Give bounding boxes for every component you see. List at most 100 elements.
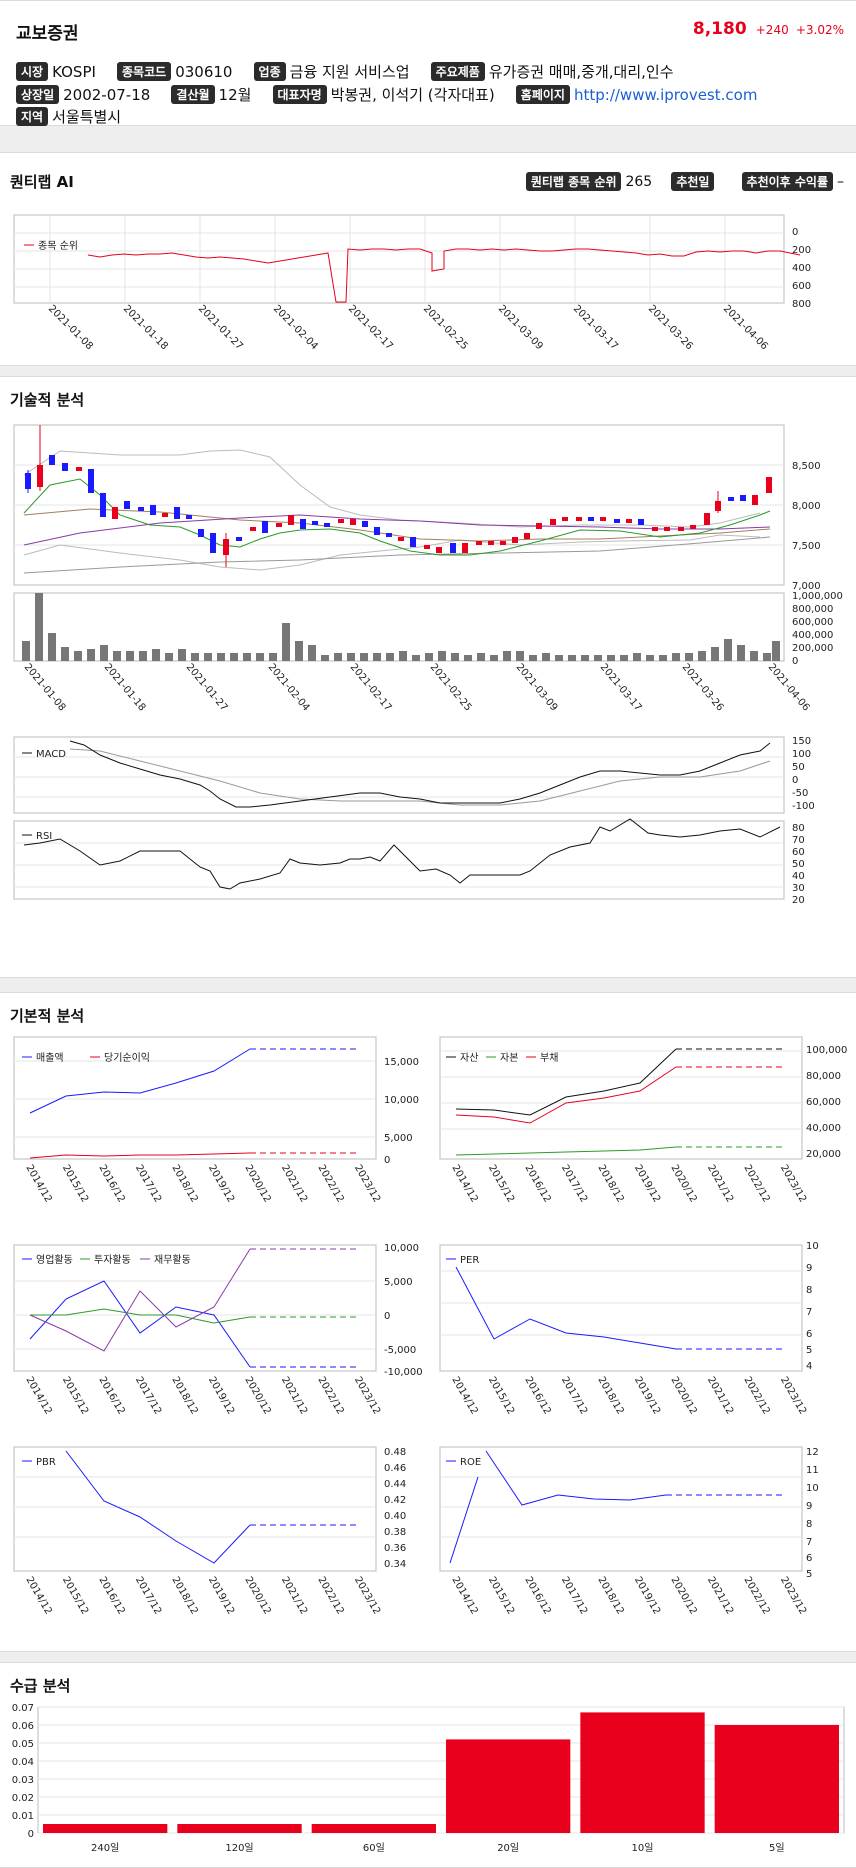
svg-text:8: 8 <box>806 1285 812 1296</box>
year-label: 2016/12 <box>522 1375 552 1416</box>
year-label: 2017/12 <box>559 1163 589 1204</box>
supply-category-label: 5일 <box>769 1842 785 1854</box>
svg-text:0: 0 <box>384 1311 390 1322</box>
supply-y-tick: 0.07 <box>12 1703 34 1714</box>
ma-long <box>23 536 771 574</box>
supply-category-label: 20일 <box>497 1842 519 1854</box>
year-label: 2023/12 <box>778 1575 808 1616</box>
supply-y-tick: 0.06 <box>12 1721 34 1732</box>
svg-text:2021-02-25: 2021-02-25 <box>421 303 470 352</box>
svg-text:매출액: 매출액 <box>36 1052 64 1064</box>
svg-text:8,000: 8,000 <box>792 501 821 512</box>
fiscal-value: 12월 <box>218 86 252 104</box>
industry-tag: 업종 <box>253 62 286 81</box>
info-row-2: 상장일 2002-07-18 결산월 12월 대표자명 박봉권, 이석기 (각자대표)… <box>16 84 773 105</box>
svg-text:부채: 부채 <box>540 1052 558 1064</box>
svg-text:70: 70 <box>792 835 805 846</box>
market-tag: 시장 <box>16 62 49 81</box>
svg-text:9: 9 <box>806 1501 812 1512</box>
svg-text:2021-02-25: 2021-02-25 <box>428 662 474 714</box>
svg-text:50: 50 <box>792 762 805 773</box>
year-label: 2018/12 <box>169 1575 199 1616</box>
supply-bar <box>446 1739 571 1833</box>
year-label: 2016/12 <box>96 1575 126 1616</box>
candlesticks <box>25 425 772 567</box>
svg-text:0.40: 0.40 <box>384 1511 406 1522</box>
macd-line <box>69 740 771 808</box>
year-label: 2020/12 <box>242 1163 272 1204</box>
rsi-axis: 80 70 60 50 40 30 20 <box>792 823 805 906</box>
info-row-1: 시장 KOSPI 종목코드 030610 업종 금융 지원 서비스업 주요제품 유가증권… <box>16 61 690 82</box>
ceo-value: 박봉권, 이석기 (각자대표) <box>330 86 495 104</box>
year-label: 2018/12 <box>169 1375 199 1416</box>
code-tag: 종목코드 <box>117 62 172 81</box>
supply-bar <box>714 1725 839 1833</box>
quant-stats: 퀀티랩 종목 순위 265 추천일 추천이후 수익률 – <box>525 171 844 191</box>
svg-text:2021-02-04: 2021-02-04 <box>266 662 312 714</box>
fundamental-section: 기본적 분석 매출액 당기순이익 15,000 10,000 5,000 0 <box>0 992 856 1652</box>
svg-text:60,000: 60,000 <box>806 1097 841 1108</box>
bollinger-upper <box>23 449 761 528</box>
svg-text:5: 5 <box>806 1569 812 1580</box>
svg-text:0: 0 <box>792 656 798 667</box>
ma-short <box>23 478 771 556</box>
svg-text:2021-04-06: 2021-04-06 <box>721 303 770 352</box>
svg-text:200,000: 200,000 <box>792 643 833 654</box>
year-label: 2019/12 <box>206 1375 236 1416</box>
svg-text:PBR: PBR <box>36 1457 56 1468</box>
fiscal-tag: 결산월 <box>171 85 215 104</box>
products-tag: 주요제품 <box>430 62 485 81</box>
svg-text:8,500: 8,500 <box>792 461 821 472</box>
svg-text:영업활동: 영업활동 <box>36 1253 73 1266</box>
year-label: 2020/12 <box>242 1375 272 1416</box>
price-change: +240 <box>755 23 789 37</box>
svg-text:RSI: RSI <box>36 831 52 842</box>
stock-name: 교보증권 <box>16 24 79 44</box>
svg-text:5,000: 5,000 <box>384 1277 413 1288</box>
svg-text:2021-03-26: 2021-03-26 <box>646 303 695 352</box>
listing-tag: 상장일 <box>16 85 60 104</box>
quant-section: 퀀티랩 AI 퀀티랩 종목 순위 265 추천일 추천이후 수익률 – 종목 순위 … <box>0 152 856 366</box>
year-label: 2019/12 <box>206 1163 236 1204</box>
rank-plot-area <box>13 214 785 304</box>
svg-text:20,000: 20,000 <box>806 1149 841 1160</box>
svg-text:0.38: 0.38 <box>384 1527 406 1538</box>
svg-text:2021-01-18: 2021-01-18 <box>121 303 170 352</box>
year-label: 2023/12 <box>352 1575 382 1616</box>
year-label: 2019/12 <box>206 1575 236 1616</box>
supply-category-label: 120일 <box>225 1842 253 1854</box>
year-label: 2023/12 <box>352 1163 382 1204</box>
code-value: 030610 <box>175 62 233 81</box>
year-label: 2014/12 <box>449 1163 479 1204</box>
svg-text:50: 50 <box>792 859 805 870</box>
supply-section: 수급 분석 0.07 0.06 0.05 0.04 0.03 0.02 0.01 0 240일… <box>0 1662 856 1868</box>
ma-mid <box>23 508 771 542</box>
region-tag: 지역 <box>16 107 49 126</box>
svg-text:0.34: 0.34 <box>384 1559 406 1570</box>
year-label: 2015/12 <box>486 1375 516 1416</box>
svg-text:7,500: 7,500 <box>792 541 821 552</box>
svg-text:2021-01-08: 2021-01-08 <box>22 662 68 714</box>
homepage-link[interactable]: http://www.iprovest.com <box>573 85 758 104</box>
year-label: 2021/12 <box>279 1575 309 1616</box>
svg-text:400,000: 400,000 <box>792 630 833 641</box>
year-label: 2021/12 <box>705 1375 735 1416</box>
info-row-3: 지역 서울특별시 <box>16 106 137 127</box>
svg-text:ROE: ROE <box>460 1457 481 1468</box>
svg-text:2021-02-04: 2021-02-04 <box>271 303 320 352</box>
balance-chart: 자산 자본 부채 100,000 80,000 60,000 40,000 20… <box>439 1036 847 1160</box>
year-label: 2014/12 <box>23 1163 53 1204</box>
quant-title: 퀀티랩 AI <box>10 173 74 191</box>
svg-text:0: 0 <box>384 1155 390 1166</box>
svg-text:4: 4 <box>806 1361 812 1372</box>
year-label: 2015/12 <box>60 1375 90 1416</box>
year-label: 2016/12 <box>96 1163 126 1204</box>
year-label: 2021/12 <box>705 1163 735 1204</box>
year-label: 2015/12 <box>486 1575 516 1616</box>
technical-title: 기술적 분석 <box>10 391 85 409</box>
svg-text:11: 11 <box>806 1465 819 1476</box>
year-label: 2018/12 <box>595 1163 625 1204</box>
tech-date-axis: 2021-01-08 2021-01-18 2021-01-27 2021-02… <box>22 662 812 714</box>
year-label: 2023/12 <box>352 1375 382 1416</box>
industry-value: 금융 지원 서비스업 <box>289 63 410 81</box>
